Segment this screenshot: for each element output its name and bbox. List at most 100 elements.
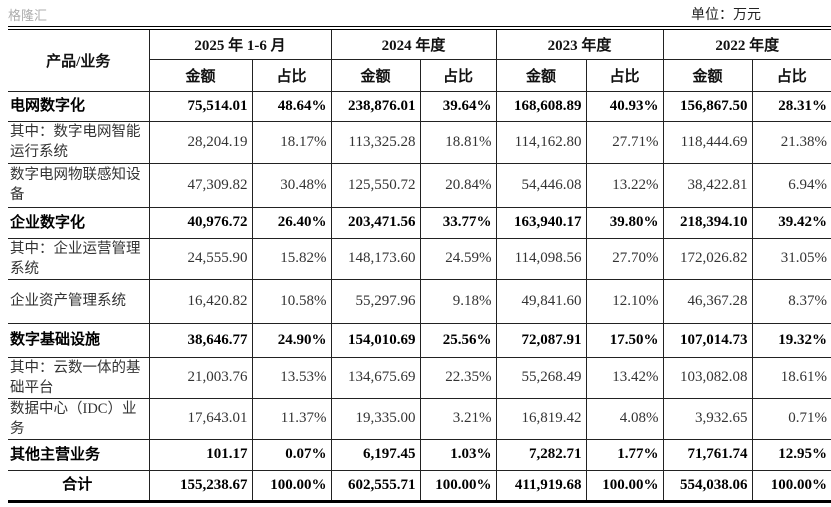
- table-row: 合计 155,238.67 100.00% 602,555.71 100.00% 411,…: [8, 469, 831, 502]
- ratio-cell: 39.80%: [585, 206, 664, 239]
- header-amount: 金额: [495, 58, 587, 92]
- table-row: 数据中心（IDC）业务 17,643.01 11.37% 19,335.00 3.21%…: [8, 397, 831, 440]
- ratio-cell: 25.56%: [419, 322, 497, 358]
- header-ratio: 占比: [585, 58, 664, 92]
- ratio-cell: 100.00%: [419, 469, 497, 502]
- ratio-cell: 48.64%: [251, 90, 332, 122]
- ratio-cell: 17.50%: [585, 322, 664, 358]
- header-ratio: 占比: [419, 58, 497, 92]
- ratio-cell: 19.32%: [751, 322, 831, 358]
- ratio-cell: 21.38%: [751, 120, 831, 164]
- amount-cell: 156,867.50: [662, 90, 753, 122]
- amount-cell: 7,282.71: [495, 438, 587, 471]
- ratio-cell: 27.70%: [585, 237, 664, 280]
- ratio-cell: 13.22%: [585, 162, 664, 208]
- amount-cell: 75,514.01: [148, 90, 253, 122]
- amount-cell: 49,841.60: [495, 278, 587, 324]
- watermark: 格隆汇: [8, 8, 48, 23]
- amount-cell: 46,367.28: [662, 278, 753, 324]
- amount-cell: 554,038.06: [662, 469, 753, 502]
- ratio-cell: 4.08%: [585, 397, 664, 440]
- ratio-cell: 18.17%: [251, 120, 332, 164]
- ratio-cell: 18.61%: [751, 356, 831, 399]
- header-period: 2023 年度: [495, 27, 664, 60]
- revenue-table: 产品/业务 2025 年 1-6 月 2024 年度 2023 年度 2022 …: [8, 26, 831, 503]
- table-row: 其他主营业务 101.17 0.07% 6,197.45 1.03% 7,282.71 1.…: [8, 438, 831, 471]
- amount-cell: 21,003.76: [148, 356, 253, 399]
- amount-cell: 134,675.69: [330, 356, 421, 399]
- header-period: 2024 年度: [330, 27, 497, 60]
- amount-cell: 148,173.60: [330, 237, 421, 280]
- table-row: 企业资产管理系统 16,420.82 10.58% 55,297.96 9.18% 49,…: [8, 278, 831, 324]
- amount-cell: 155,238.67: [148, 469, 253, 502]
- ratio-cell: 24.90%: [251, 322, 332, 358]
- amount-cell: 107,014.73: [662, 322, 753, 358]
- ratio-cell: 11.37%: [251, 397, 332, 440]
- amount-cell: 602,555.71: [330, 469, 421, 502]
- amount-cell: 38,646.77: [148, 322, 253, 358]
- amount-cell: 114,098.56: [495, 237, 587, 280]
- header-amount: 金额: [662, 58, 753, 92]
- amount-cell: 118,444.69: [662, 120, 753, 164]
- ratio-cell: 28.31%: [751, 90, 831, 122]
- ratio-cell: 24.59%: [419, 237, 497, 280]
- ratio-cell: 40.93%: [585, 90, 664, 122]
- header-ratio: 占比: [751, 58, 831, 92]
- ratio-cell: 27.71%: [585, 120, 664, 164]
- table-row: 数字电网物联感知设备 47,309.82 30.48% 125,550.72 20.84…: [8, 162, 831, 208]
- ratio-cell: 20.84%: [419, 162, 497, 208]
- ratio-cell: 26.40%: [251, 206, 332, 239]
- amount-cell: 72,087.91: [495, 322, 587, 358]
- ratio-cell: 22.35%: [419, 356, 497, 399]
- amount-cell: 17,643.01: [148, 397, 253, 440]
- ratio-cell: 100.00%: [585, 469, 664, 502]
- amount-cell: 24,555.90: [148, 237, 253, 280]
- row-label: 数据中心（IDC）业务: [8, 397, 150, 440]
- ratio-cell: 100.00%: [251, 469, 332, 502]
- amount-cell: 71,761.74: [662, 438, 753, 471]
- ratio-cell: 1.77%: [585, 438, 664, 471]
- row-label: 合计: [8, 469, 150, 502]
- amount-cell: 47,309.82: [148, 162, 253, 208]
- ratio-cell: 39.42%: [751, 206, 831, 239]
- ratio-cell: 15.82%: [251, 237, 332, 280]
- row-label: 企业资产管理系统: [8, 278, 150, 324]
- ratio-cell: 13.42%: [585, 356, 664, 399]
- header-ratio: 占比: [251, 58, 332, 92]
- amount-cell: 40,976.72: [148, 206, 253, 239]
- header-period: 2022 年度: [662, 27, 831, 60]
- ratio-cell: 12.10%: [585, 278, 664, 324]
- row-label: 企业数字化: [8, 206, 150, 239]
- ratio-cell: 39.64%: [419, 90, 497, 122]
- header-product: 产品/业务: [8, 27, 150, 92]
- row-label: 其他主营业务: [8, 438, 150, 471]
- amount-cell: 28,204.19: [148, 120, 253, 164]
- amount-cell: 163,940.17: [495, 206, 587, 239]
- amount-cell: 6,197.45: [330, 438, 421, 471]
- ratio-cell: 1.03%: [419, 438, 497, 471]
- ratio-cell: 3.21%: [419, 397, 497, 440]
- ratio-cell: 30.48%: [251, 162, 332, 208]
- amount-cell: 101.17: [148, 438, 253, 471]
- amount-cell: 113,325.28: [330, 120, 421, 164]
- header-period: 2025 年 1-6 月: [148, 27, 332, 60]
- amount-cell: 3,932.65: [662, 397, 753, 440]
- ratio-cell: 18.81%: [419, 120, 497, 164]
- amount-cell: 168,608.89: [495, 90, 587, 122]
- amount-cell: 172,026.82: [662, 237, 753, 280]
- ratio-cell: 6.94%: [751, 162, 831, 208]
- table-row: 企业数字化 40,976.72 26.40% 203,471.56 33.77% 163,…: [8, 206, 831, 239]
- ratio-cell: 8.37%: [751, 278, 831, 324]
- header-amount: 金额: [330, 58, 421, 92]
- row-label: 其中：企业运营管理系统: [8, 237, 150, 280]
- ratio-cell: 33.77%: [419, 206, 497, 239]
- header-amount: 金额: [149, 58, 253, 92]
- amount-cell: 218,394.10: [662, 206, 753, 239]
- table-row: 其中：企业运营管理系统 24,555.90 15.82% 148,173.60 24.5…: [8, 237, 831, 280]
- amount-cell: 103,082.08: [662, 356, 753, 399]
- amount-cell: 55,268.49: [495, 356, 587, 399]
- row-label: 其中：数字电网智能运行系统: [8, 120, 150, 164]
- amount-cell: 16,420.82: [148, 278, 253, 324]
- amount-cell: 203,471.56: [330, 206, 421, 239]
- row-label: 数字基础设施: [8, 322, 150, 358]
